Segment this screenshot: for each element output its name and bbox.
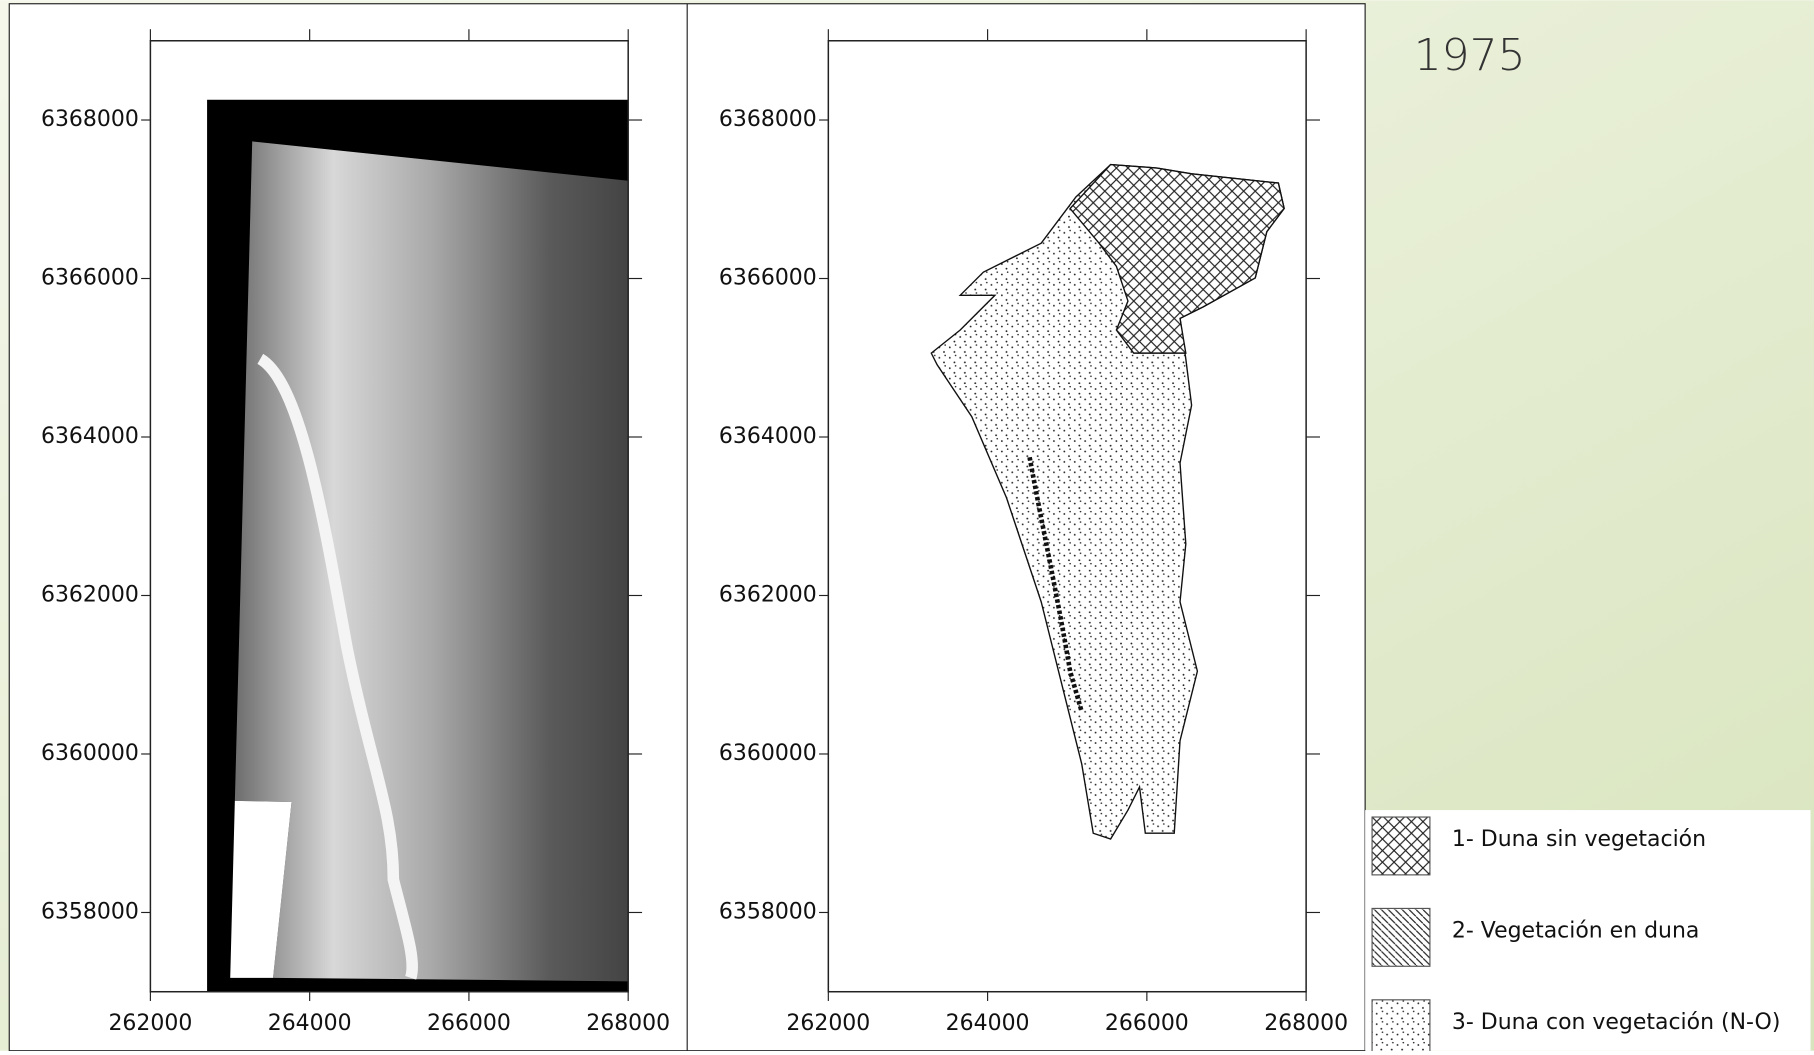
legend-label: 2- Vegetación en duna xyxy=(1452,919,1699,944)
x-tick-label: 268000 xyxy=(1264,1011,1348,1036)
legend-label: 1- Duna sin vegetación xyxy=(1452,827,1706,852)
x-tick-label: 264000 xyxy=(268,1011,352,1036)
x-tick-label: 262000 xyxy=(108,1011,192,1036)
legend-swatch xyxy=(1372,908,1430,966)
y-tick-label: 6362000 xyxy=(41,582,139,607)
y-tick-label: 6360000 xyxy=(41,741,139,766)
y-tick-label: 6362000 xyxy=(719,582,817,607)
slide: 1975 262000 264000 266000 268000 6358000 6360… xyxy=(0,0,1814,1051)
y-tick-label: 6360000 xyxy=(719,741,817,766)
y-tick-label: 6364000 xyxy=(41,424,139,449)
y-tick-label: 6366000 xyxy=(719,266,817,291)
page: 1975 262000 264000 266000 268000 6358000 6360… xyxy=(0,0,1814,1051)
x-tick-label: 264000 xyxy=(946,1011,1030,1036)
x-tick-label: 262000 xyxy=(786,1011,870,1036)
y-tick-label: 6358000 xyxy=(719,899,817,924)
slide-title: 1975 xyxy=(1414,30,1526,81)
x-tick-label: 268000 xyxy=(586,1011,670,1036)
legend-swatch xyxy=(1372,817,1430,875)
aerial-photo xyxy=(235,141,628,981)
y-tick-label: 6364000 xyxy=(719,424,817,449)
legend-label: 3- Duna con vegetación (N-O) xyxy=(1452,1010,1781,1035)
x-tick-label: 266000 xyxy=(1105,1011,1189,1036)
y-tick-label: 6366000 xyxy=(41,266,139,291)
legend-swatch xyxy=(1372,1000,1430,1051)
y-tick-label: 6368000 xyxy=(41,107,139,132)
y-tick-label: 6368000 xyxy=(719,107,817,132)
x-tick-label: 266000 xyxy=(427,1011,511,1036)
y-tick-label: 6358000 xyxy=(41,899,139,924)
